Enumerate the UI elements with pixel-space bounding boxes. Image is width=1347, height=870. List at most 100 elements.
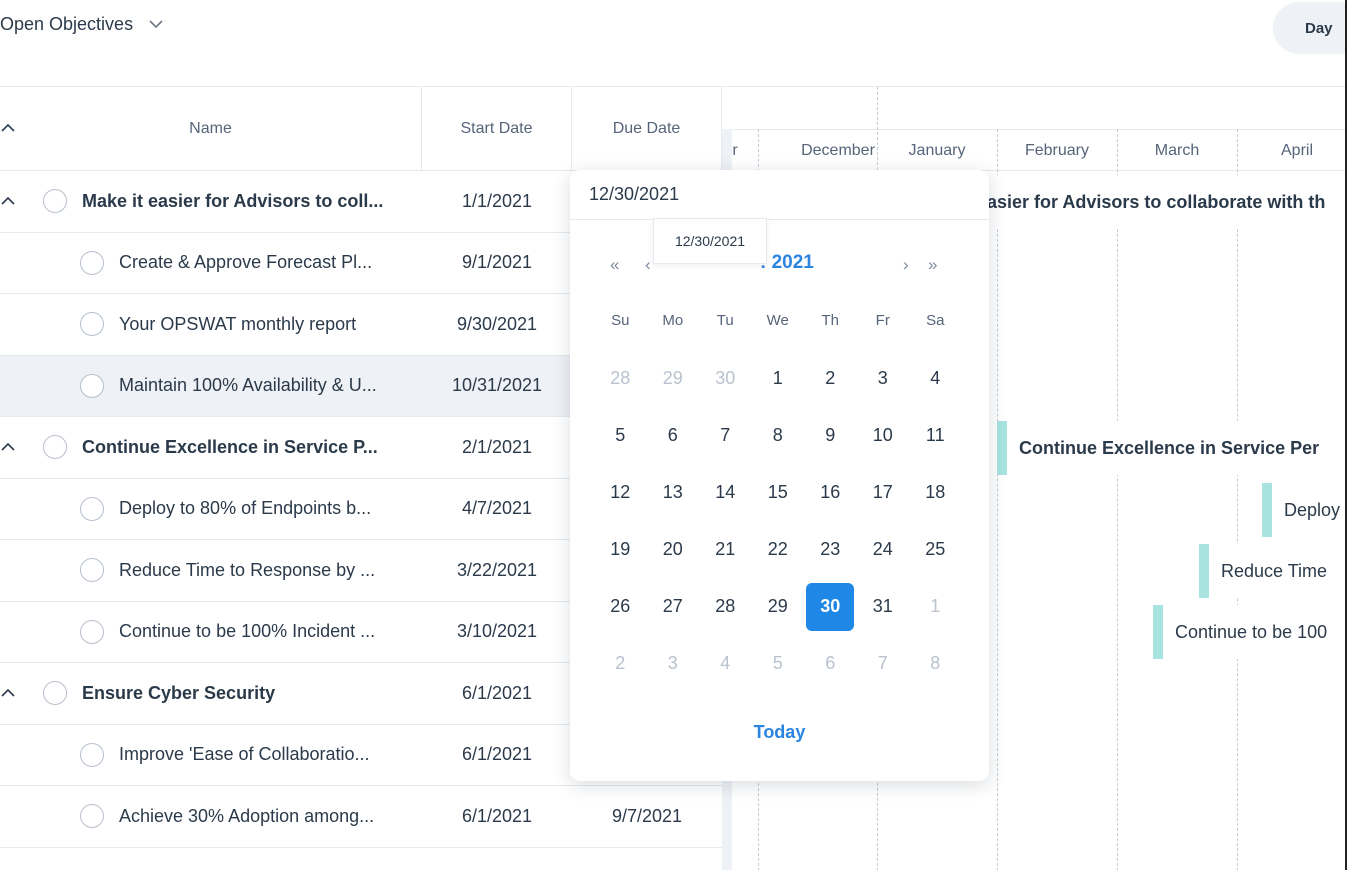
calendar-day[interactable]: 8: [909, 635, 962, 692]
table-row[interactable]: Create & Approve Forecast Pl... 9/1/2021: [0, 233, 722, 294]
chevron-up-icon[interactable]: [0, 685, 16, 701]
table-row[interactable]: Make it easier for Advisors to coll... 1/…: [0, 171, 722, 233]
status-circle-icon[interactable]: [80, 373, 104, 398]
status-circle-icon[interactable]: [43, 681, 67, 706]
gantt-bar[interactable]: Continue to be 100: [1153, 605, 1347, 659]
calendar-day[interactable]: 29: [752, 578, 805, 635]
next-year-button[interactable]: »: [928, 255, 938, 274]
objective-name: Ensure Cyber Security: [82, 682, 276, 703]
calendar-day-selected[interactable]: 30: [804, 578, 857, 635]
gantt-bar[interactable]: asier for Advisors to collaborate with t…: [987, 175, 1347, 229]
prev-year-button[interactable]: «: [610, 255, 620, 274]
table-row[interactable]: Continue to be 100% Incident ... 3/10/202…: [0, 602, 722, 663]
calendar-day[interactable]: 5: [594, 407, 647, 464]
status-circle-icon[interactable]: [80, 312, 104, 337]
table-row[interactable]: Improve 'Ease of Collaboratio... 6/1/2021: [0, 725, 722, 786]
column-header-name[interactable]: Name: [0, 87, 422, 170]
calendar-day[interactable]: 28: [699, 578, 752, 635]
status-circle-icon[interactable]: [80, 804, 104, 829]
gantt-bar-label: Continue to be 100: [1175, 621, 1328, 642]
calendar-day-number: 10: [872, 425, 893, 445]
table-row[interactable]: Achieve 30% Adoption among... 6/1/2021 9/7…: [0, 786, 722, 848]
objective-name: Continue Excellence in Service P...: [82, 436, 378, 457]
gantt-bar[interactable]: Continue Excellence in Service Per: [997, 421, 1347, 475]
calendar-day[interactable]: 4: [909, 350, 962, 407]
calendar-day[interactable]: 6: [804, 635, 857, 692]
date-tooltip: 12/30/2021: [653, 218, 767, 264]
due-date-input[interactable]: [589, 184, 789, 205]
gantt-bar[interactable]: Reduce Time: [1199, 544, 1347, 598]
table-row[interactable]: Reduce Time to Response by ... 3/22/2021: [0, 540, 722, 602]
status-circle-icon[interactable]: [43, 189, 67, 214]
column-header-due-date[interactable]: Due Date: [572, 87, 722, 170]
status-circle-icon[interactable]: [80, 619, 104, 644]
calendar-day[interactable]: 20: [647, 521, 700, 578]
calendar-day[interactable]: 30: [699, 350, 752, 407]
calendar-day[interactable]: 2: [804, 350, 857, 407]
status-circle-icon[interactable]: [80, 558, 104, 583]
table-row[interactable]: Continue Excellence in Service P... 2/1/2…: [0, 417, 722, 479]
calendar-day[interactable]: 3: [647, 635, 700, 692]
table-row[interactable]: Ensure Cyber Security 6/1/2021: [0, 663, 722, 725]
calendar-day[interactable]: 8: [752, 407, 805, 464]
calendar-day[interactable]: 2: [594, 635, 647, 692]
table-row[interactable]: Your OPSWAT monthly report 9/30/2021: [0, 294, 722, 356]
calendar-day[interactable]: 9: [804, 407, 857, 464]
calendar-day[interactable]: 23: [804, 521, 857, 578]
view-toggle-day[interactable]: Day: [1273, 2, 1347, 54]
table-row[interactable]: Deploy to 80% of Endpoints b... 4/7/2021: [0, 479, 722, 540]
status-circle-icon[interactable]: [80, 496, 104, 521]
calendar-day-number: 17: [872, 482, 893, 502]
chevron-up-icon[interactable]: [0, 193, 16, 209]
calendar-day[interactable]: 27: [647, 578, 700, 635]
calendar-day[interactable]: 14: [699, 464, 752, 521]
status-circle-icon[interactable]: [43, 435, 67, 460]
calendar-day[interactable]: 12: [594, 464, 647, 521]
calendar-day[interactable]: 5: [752, 635, 805, 692]
calendar-day-number: 26: [610, 596, 631, 616]
calendar-day[interactable]: 7: [857, 635, 910, 692]
calendar-day[interactable]: 1: [752, 350, 805, 407]
calendar-day[interactable]: 10: [857, 407, 910, 464]
gantt-bar[interactable]: Deploy: [1262, 483, 1347, 537]
calendar-day[interactable]: 24: [857, 521, 910, 578]
status-circle-icon[interactable]: [80, 742, 104, 767]
objectives-filter-dropdown[interactable]: Open Objectives: [0, 8, 165, 40]
column-header-start-date[interactable]: Start Date: [422, 87, 572, 170]
status-circle-icon[interactable]: [80, 250, 104, 275]
chevron-up-icon[interactable]: [0, 439, 16, 455]
chevron-down-icon: [149, 20, 163, 29]
calendar-day-number: 1: [930, 596, 941, 616]
prev-month-button[interactable]: ‹: [645, 255, 651, 274]
objective-name: Achieve 30% Adoption among...: [119, 805, 375, 826]
calendar-day[interactable]: 25: [909, 521, 962, 578]
calendar-day[interactable]: 7: [699, 407, 752, 464]
calendar-day[interactable]: 22: [752, 521, 805, 578]
calendar-day[interactable]: 15: [752, 464, 805, 521]
calendar-day[interactable]: 18: [909, 464, 962, 521]
calendar-day[interactable]: 26: [594, 578, 647, 635]
calendar-day[interactable]: 13: [647, 464, 700, 521]
calendar-day[interactable]: 17: [857, 464, 910, 521]
grid-line: [1237, 129, 1238, 870]
today-button[interactable]: Today: [753, 722, 806, 742]
column-header-due-label: Due Date: [612, 119, 681, 137]
start-date-cell: 6/1/2021: [461, 744, 533, 765]
calendar-day[interactable]: 1: [909, 578, 962, 635]
next-month-button[interactable]: ›: [903, 255, 909, 274]
calendar-day[interactable]: 31: [857, 578, 910, 635]
calendar-day[interactable]: 19: [594, 521, 647, 578]
calendar-title[interactable]: : 2021: [760, 252, 814, 273]
calendar-day[interactable]: 16: [804, 464, 857, 521]
weekday-label: Su: [611, 312, 630, 329]
month-label: December: [801, 142, 875, 159]
calendar-day[interactable]: 3: [857, 350, 910, 407]
cell-name: Ensure Cyber Security: [0, 663, 422, 724]
calendar-day[interactable]: 6: [647, 407, 700, 464]
chevron-up-icon[interactable]: [0, 120, 16, 136]
calendar-day[interactable]: 11: [909, 407, 962, 464]
calendar-day[interactable]: 4: [699, 635, 752, 692]
calendar-day[interactable]: 28: [594, 350, 647, 407]
calendar-day[interactable]: 21: [699, 521, 752, 578]
calendar-day[interactable]: 29: [647, 350, 700, 407]
